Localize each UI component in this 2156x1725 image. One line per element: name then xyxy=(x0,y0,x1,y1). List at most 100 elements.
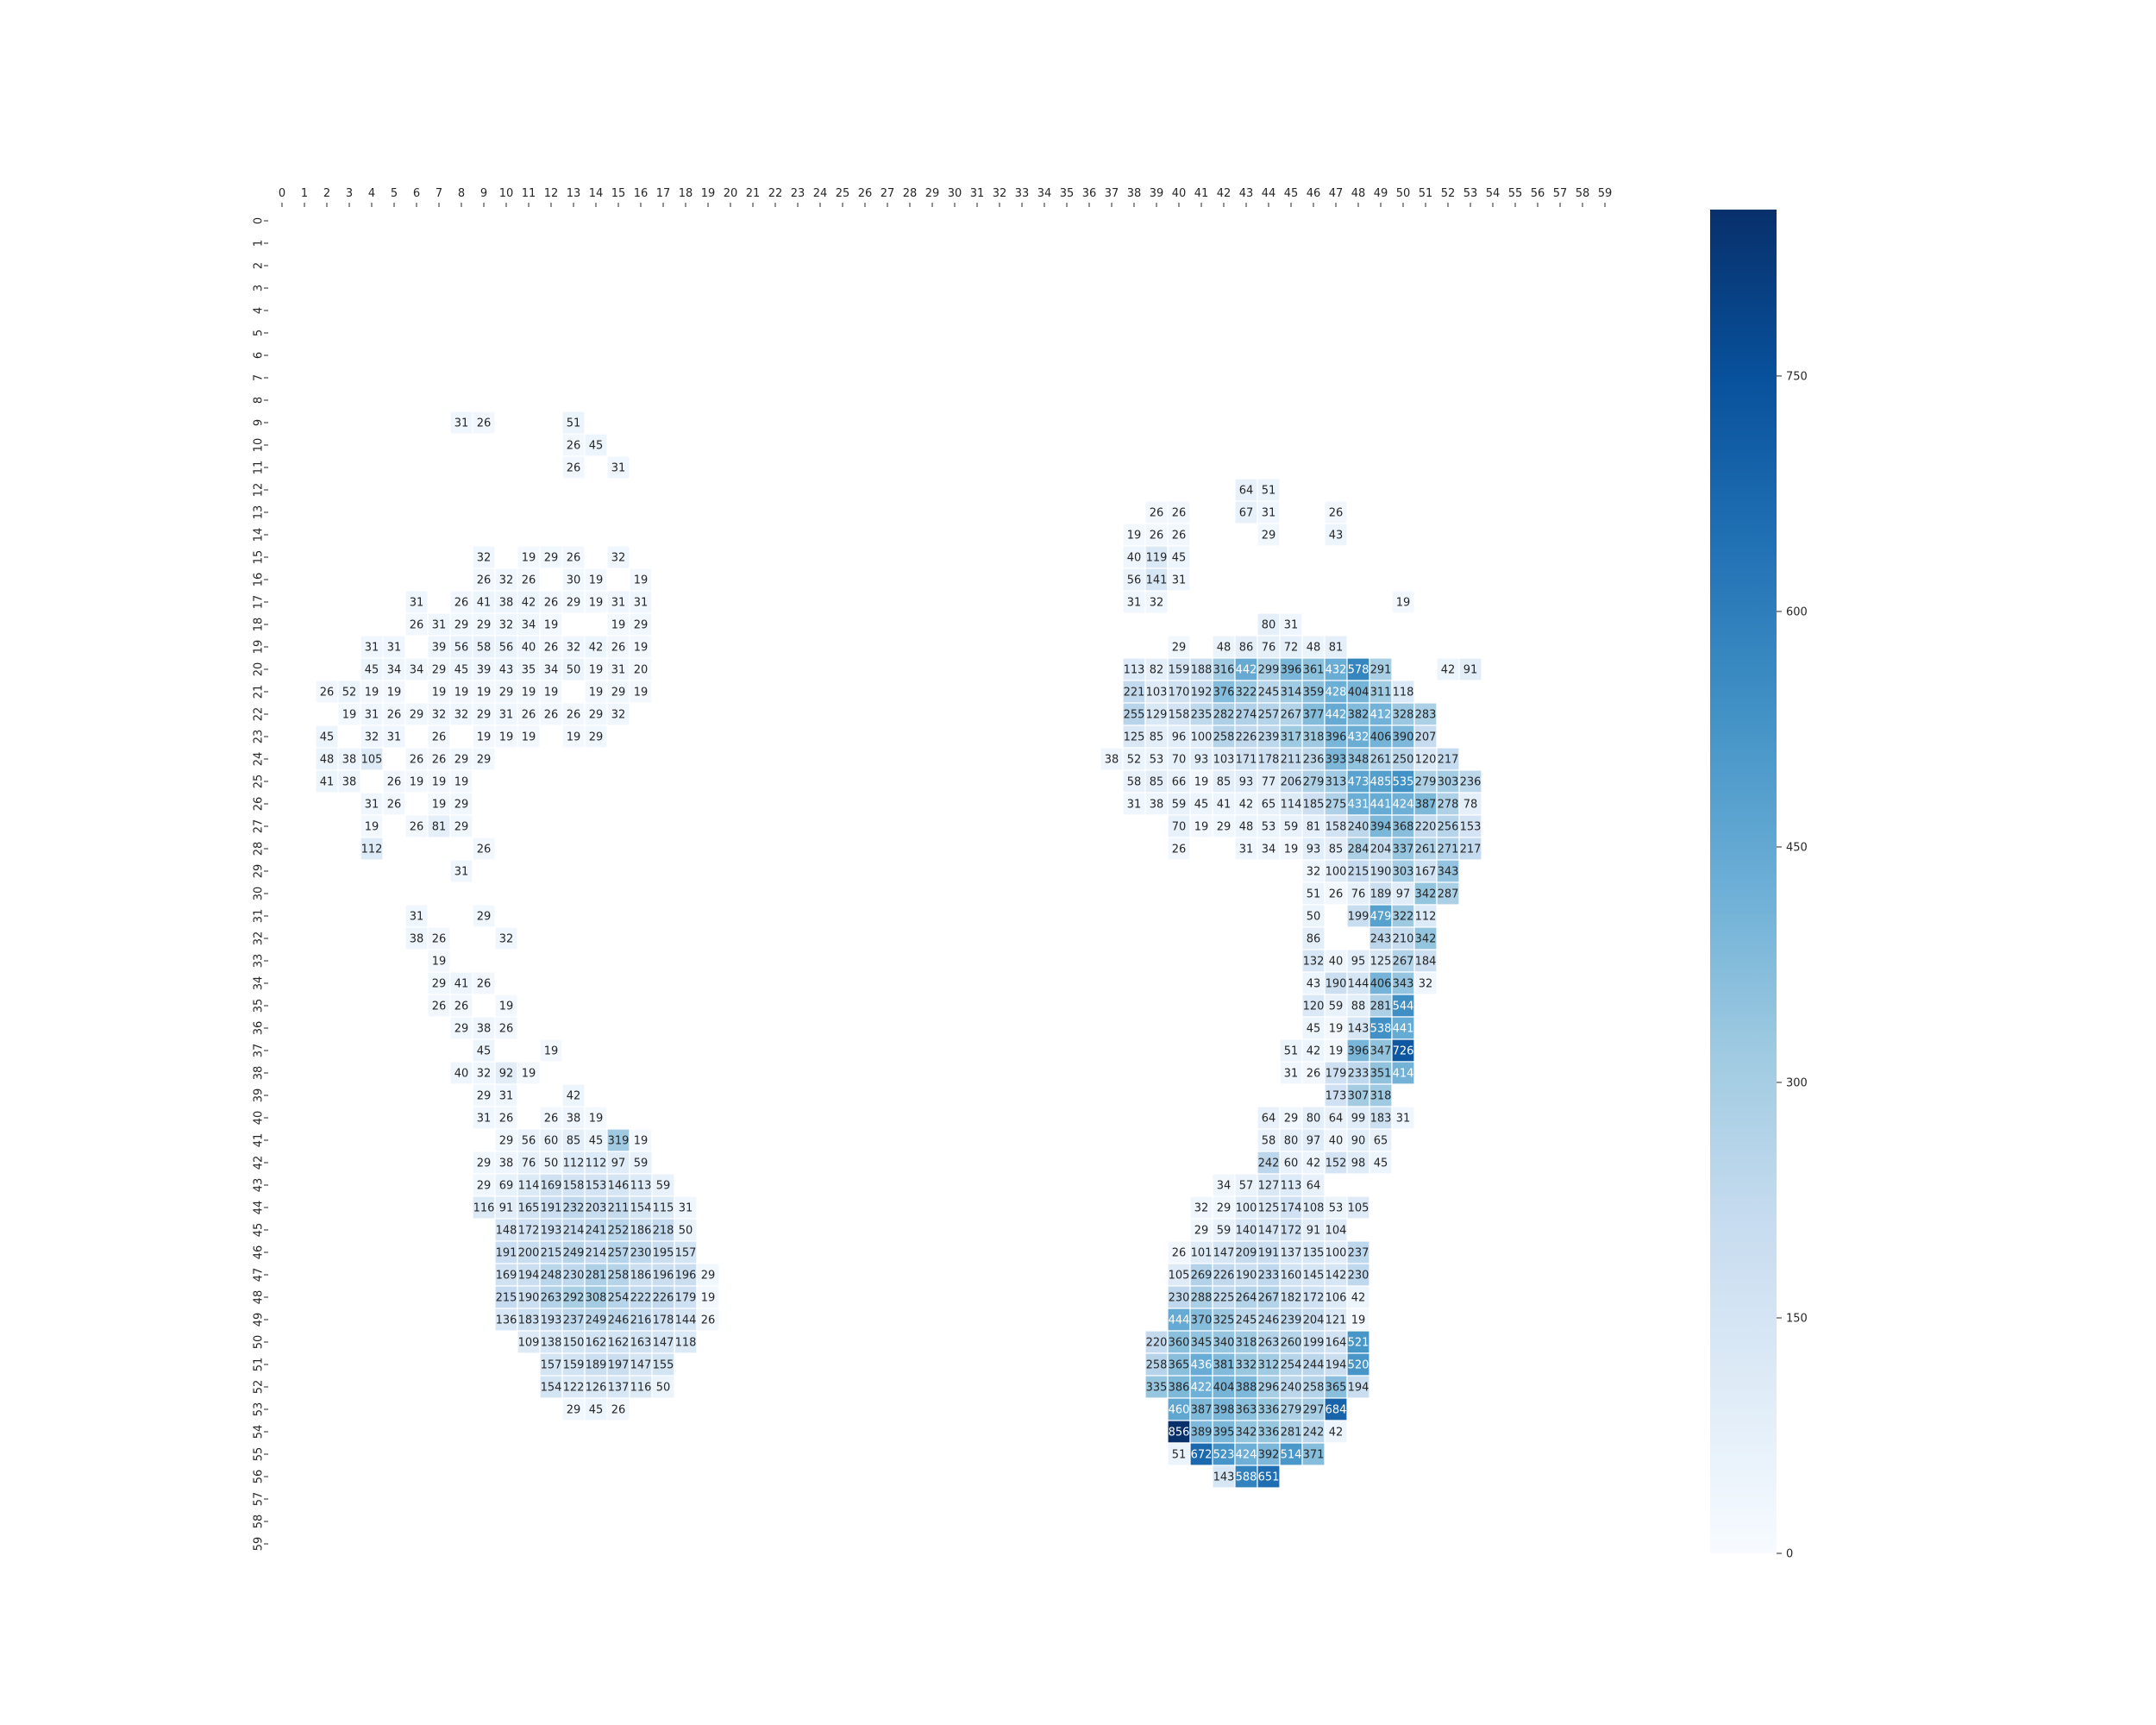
heatmap-cell xyxy=(1257,814,1281,838)
heatmap-cell xyxy=(561,545,586,569)
cell-value-label: 48 xyxy=(1307,642,1321,655)
cell-value-label: 59 xyxy=(1329,1000,1344,1013)
cell-value-label: 90 xyxy=(1351,1135,1366,1148)
cell-value-label: 19 xyxy=(1194,821,1209,834)
cell-value-label: 190 xyxy=(1326,978,1347,991)
y-tick-label: 45 xyxy=(253,1223,266,1238)
cell-value-label: 398 xyxy=(1213,1404,1235,1417)
cell-value-label: 19 xyxy=(1329,1045,1344,1058)
heatmap-cell xyxy=(1346,1195,1370,1220)
heatmap-cell xyxy=(494,568,518,592)
heatmap-cell xyxy=(584,1308,608,1332)
heatmap-cell xyxy=(1167,792,1191,816)
heatmap-cell xyxy=(1279,635,1303,659)
cell-value-label: 31 xyxy=(365,642,379,655)
heatmap-cell xyxy=(1413,971,1438,995)
x-tick-label: 19 xyxy=(701,187,716,200)
heatmap-cell xyxy=(1301,994,1326,1018)
cell-value-label: 186 xyxy=(630,1225,652,1238)
cell-value-label: 220 xyxy=(1415,821,1437,834)
cell-value-label: 256 xyxy=(1438,821,1459,834)
heatmap-cell xyxy=(494,1308,518,1332)
cell-value-label: 672 xyxy=(1191,1449,1213,1462)
cell-value-label: 29 xyxy=(634,619,649,632)
cell-value-label: 19 xyxy=(454,776,469,789)
cell-value-label: 392 xyxy=(1258,1449,1280,1462)
y-tick-label: 38 xyxy=(253,1066,266,1081)
x-tick-label: 28 xyxy=(903,187,918,200)
heatmap-cell xyxy=(1369,971,1393,995)
cell-value-label: 92 xyxy=(499,1068,514,1081)
cell-value-label: 371 xyxy=(1303,1449,1325,1462)
y-tick-label: 57 xyxy=(253,1492,266,1507)
cell-value-label: 387 xyxy=(1191,1404,1213,1417)
cell-value-label: 441 xyxy=(1370,799,1392,812)
heatmap-cell xyxy=(539,1218,563,1242)
heatmap-cell xyxy=(1167,500,1191,524)
x-tick-label: 0 xyxy=(279,187,285,200)
cell-value-label: 72 xyxy=(1284,642,1299,655)
x-tick-label: 37 xyxy=(1105,187,1119,200)
cell-value-label: 121 xyxy=(1326,1314,1347,1327)
heatmap-cell xyxy=(1458,792,1482,816)
cell-value-label: 53 xyxy=(1262,821,1276,834)
heatmap-cell xyxy=(494,1016,518,1040)
cell-value-label: 194 xyxy=(1348,1382,1369,1395)
cell-value-label: 189 xyxy=(586,1359,607,1372)
cell-value-label: 288 xyxy=(1191,1292,1213,1305)
cell-value-label: 232 xyxy=(563,1202,585,1215)
heatmap-cell xyxy=(606,1128,630,1152)
heatmap-cell xyxy=(1369,680,1393,704)
heatmap-cell xyxy=(561,1083,586,1107)
cell-value-label: 242 xyxy=(1303,1427,1325,1440)
x-tick-label: 48 xyxy=(1351,187,1366,200)
cell-value-label: 26 xyxy=(432,754,447,767)
cell-value-label: 150 xyxy=(563,1337,585,1350)
cell-value-label: 34 xyxy=(1217,1180,1232,1193)
heatmap-cell xyxy=(1391,1106,1415,1130)
cell-value-label: 312 xyxy=(1258,1359,1280,1372)
heatmap-cell xyxy=(606,702,630,726)
cell-value-label: 351 xyxy=(1370,1068,1392,1081)
cell-value-label: 249 xyxy=(586,1314,607,1327)
heatmap-cell xyxy=(517,1173,541,1197)
heatmap-cell xyxy=(449,1016,473,1040)
heatmap-cell xyxy=(315,680,339,704)
heatmap-cell xyxy=(1257,1195,1281,1220)
heatmap-cell xyxy=(674,1330,698,1354)
cell-value-label: 345 xyxy=(1191,1337,1213,1350)
heatmap-cell xyxy=(651,1173,675,1197)
heatmap-cell xyxy=(561,1195,586,1220)
x-tick-label: 44 xyxy=(1262,187,1276,200)
cell-value-label: 85 xyxy=(1217,776,1232,789)
heatmap-cell xyxy=(427,747,451,771)
cell-value-label: 100 xyxy=(1191,731,1213,744)
heatmap-cell xyxy=(404,814,429,838)
cell-value-label: 19 xyxy=(589,574,604,587)
cell-value-label: 388 xyxy=(1236,1382,1257,1395)
heatmap-cell xyxy=(1189,1442,1213,1466)
heatmap-cell xyxy=(1189,702,1213,726)
heatmap-cell xyxy=(1346,769,1370,794)
heatmap-cell xyxy=(494,1218,518,1242)
cell-value-label: 19 xyxy=(634,687,649,699)
cell-value-label: 328 xyxy=(1393,709,1414,722)
cell-value-label: 77 xyxy=(1262,776,1276,789)
cell-value-label: 31 xyxy=(365,799,379,812)
cell-value-label: 81 xyxy=(432,821,447,834)
cell-value-label: 386 xyxy=(1169,1382,1190,1395)
cell-value-label: 30 xyxy=(567,574,581,587)
cell-value-label: 32 xyxy=(477,552,492,565)
heatmap-cell xyxy=(1122,769,1146,794)
heatmap-cell xyxy=(1324,1352,1348,1377)
cell-value-label: 19 xyxy=(410,776,424,789)
heatmap-cell xyxy=(1301,1263,1326,1287)
cell-value-label: 193 xyxy=(541,1314,562,1327)
cell-value-label: 171 xyxy=(1236,754,1257,767)
cell-value-label: 172 xyxy=(1303,1292,1325,1305)
cell-value-label: 29 xyxy=(432,664,447,677)
heatmap-cell xyxy=(1212,1465,1236,1489)
heatmap-cell xyxy=(629,1151,653,1175)
cell-value-label: 313 xyxy=(1326,776,1347,789)
cell-value-label: 190 xyxy=(1236,1270,1257,1283)
